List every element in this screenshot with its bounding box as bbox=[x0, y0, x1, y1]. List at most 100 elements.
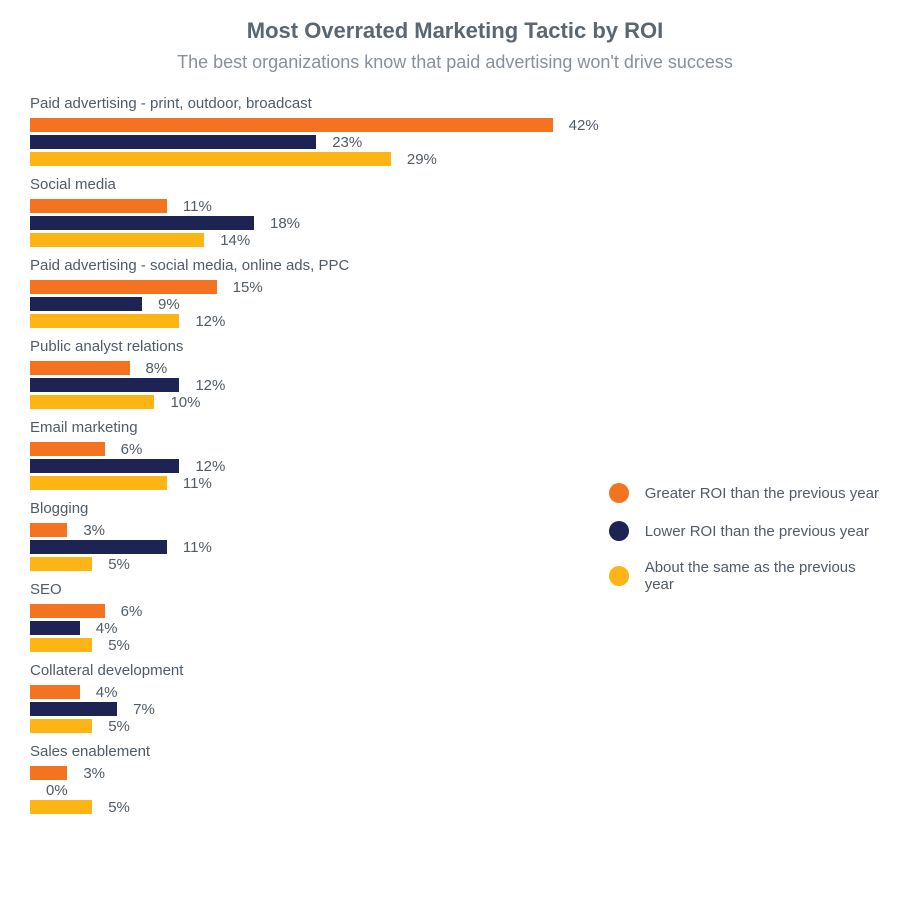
bar-greater bbox=[30, 766, 67, 780]
category-group: Sales enablement 3% 0% 5% bbox=[30, 743, 599, 814]
category-label: Public analyst relations bbox=[30, 338, 599, 355]
chart-content: Paid advertising - print, outdoor, broad… bbox=[30, 95, 880, 824]
bar-value-label: 0% bbox=[46, 782, 68, 799]
bar-row: 9% bbox=[30, 297, 599, 311]
bar-greater bbox=[30, 523, 67, 537]
bar-lower bbox=[30, 216, 254, 230]
legend-item: Greater ROI than the previous year bbox=[609, 483, 880, 503]
legend-label: Greater ROI than the previous year bbox=[645, 485, 879, 502]
bar-value-label: 5% bbox=[108, 799, 130, 816]
bar-row: 6% bbox=[30, 442, 599, 456]
bar-value-label: 4% bbox=[96, 620, 118, 637]
legend-label: Lower ROI than the previous year bbox=[645, 523, 869, 540]
bar-value-label: 5% bbox=[108, 637, 130, 654]
bar-greater bbox=[30, 685, 80, 699]
legend-item: About the same as the previous year bbox=[609, 559, 880, 593]
bar-row: 15% bbox=[30, 280, 599, 294]
legend-swatch-icon bbox=[609, 483, 629, 503]
category-label: Sales enablement bbox=[30, 743, 599, 760]
bar-row: 8% bbox=[30, 361, 599, 375]
bar-same bbox=[30, 233, 204, 247]
bar-row: 18% bbox=[30, 216, 599, 230]
category-label: SEO bbox=[30, 581, 599, 598]
bar-value-label: 29% bbox=[407, 151, 437, 168]
category-group: Paid advertising - print, outdoor, broad… bbox=[30, 95, 599, 166]
bar-value-label: 15% bbox=[233, 279, 263, 296]
category-group: Collateral development 4%7% 5% bbox=[30, 662, 599, 733]
bar-value-label: 11% bbox=[183, 198, 212, 215]
bar-row: 12% bbox=[30, 314, 599, 328]
bar-row: 12% bbox=[30, 459, 599, 473]
bar-greater bbox=[30, 118, 553, 132]
category-group: Public analyst relations 8% 12%10% bbox=[30, 338, 599, 409]
bar-value-label: 12% bbox=[195, 377, 225, 394]
bar-lower bbox=[30, 378, 179, 392]
category-label: Social media bbox=[30, 176, 599, 193]
bar-row: 5% bbox=[30, 557, 599, 571]
bar-same bbox=[30, 638, 92, 652]
bar-same bbox=[30, 395, 154, 409]
bar-row: 14% bbox=[30, 233, 599, 247]
bar-value-label: 9% bbox=[158, 296, 180, 313]
bar-row: 5% bbox=[30, 638, 599, 652]
category-label: Collateral development bbox=[30, 662, 599, 679]
bar-value-label: 3% bbox=[83, 765, 105, 782]
bar-row: 0% bbox=[30, 783, 599, 797]
bar-row: 10% bbox=[30, 395, 599, 409]
bar-same bbox=[30, 314, 179, 328]
bar-row: 3% bbox=[30, 766, 599, 780]
bar-value-label: 6% bbox=[121, 441, 143, 458]
bar-value-label: 8% bbox=[146, 360, 168, 377]
bar-same bbox=[30, 719, 92, 733]
legend-swatch-icon bbox=[609, 566, 629, 586]
category-group: Email marketing 6% 12%11% bbox=[30, 419, 599, 490]
bar-lower bbox=[30, 297, 142, 311]
bar-greater bbox=[30, 280, 217, 294]
category-label: Blogging bbox=[30, 500, 599, 517]
bar-same bbox=[30, 800, 92, 814]
bar-value-label: 42% bbox=[569, 117, 599, 134]
chart-subtitle: The best organizations know that paid ad… bbox=[30, 52, 880, 73]
category-group: Social media 11% 18%14% bbox=[30, 176, 599, 247]
bar-row: 23% bbox=[30, 135, 599, 149]
bar-same bbox=[30, 476, 167, 490]
legend-item: Lower ROI than the previous year bbox=[609, 521, 880, 541]
bar-greater bbox=[30, 199, 167, 213]
chart-title: Most Overrated Marketing Tactic by ROI bbox=[30, 18, 880, 44]
legend-swatch-icon bbox=[609, 521, 629, 541]
bar-value-label: 11% bbox=[183, 539, 212, 556]
bar-lower bbox=[30, 621, 80, 635]
bar-lower bbox=[30, 702, 117, 716]
category-group: SEO6%4%5% bbox=[30, 581, 599, 652]
legend-label: About the same as the previous year bbox=[645, 559, 880, 593]
bar-row: 4% bbox=[30, 685, 599, 699]
bar-row: 11% bbox=[30, 540, 599, 554]
bar-lower bbox=[30, 459, 179, 473]
bar-chart: Paid advertising - print, outdoor, broad… bbox=[30, 95, 599, 824]
category-label: Email marketing bbox=[30, 419, 599, 436]
bar-lower bbox=[30, 135, 316, 149]
bar-value-label: 12% bbox=[195, 313, 225, 330]
bar-value-label: 12% bbox=[195, 458, 225, 475]
bar-value-label: 18% bbox=[270, 215, 300, 232]
bar-greater bbox=[30, 442, 105, 456]
bar-same bbox=[30, 557, 92, 571]
bar-value-label: 3% bbox=[83, 522, 105, 539]
bar-same bbox=[30, 152, 391, 166]
bar-lower bbox=[30, 540, 167, 554]
category-label: Paid advertising - print, outdoor, broad… bbox=[30, 95, 599, 112]
bar-row: 5% bbox=[30, 719, 599, 733]
bar-row: 12% bbox=[30, 378, 599, 392]
bar-value-label: 10% bbox=[170, 394, 200, 411]
bar-greater bbox=[30, 361, 130, 375]
bar-row: 11% bbox=[30, 199, 599, 213]
category-label: Paid advertising - social media, online … bbox=[30, 257, 599, 274]
chart-legend: Greater ROI than the previous year Lower … bbox=[599, 483, 880, 611]
bar-value-label: 4% bbox=[96, 684, 118, 701]
bar-row: 11% bbox=[30, 476, 599, 490]
category-group: Blogging 3% 11%5% bbox=[30, 500, 599, 571]
bar-value-label: 5% bbox=[108, 718, 130, 735]
bar-row: 42% bbox=[30, 118, 599, 132]
bar-row: 7% bbox=[30, 702, 599, 716]
bar-greater bbox=[30, 604, 105, 618]
